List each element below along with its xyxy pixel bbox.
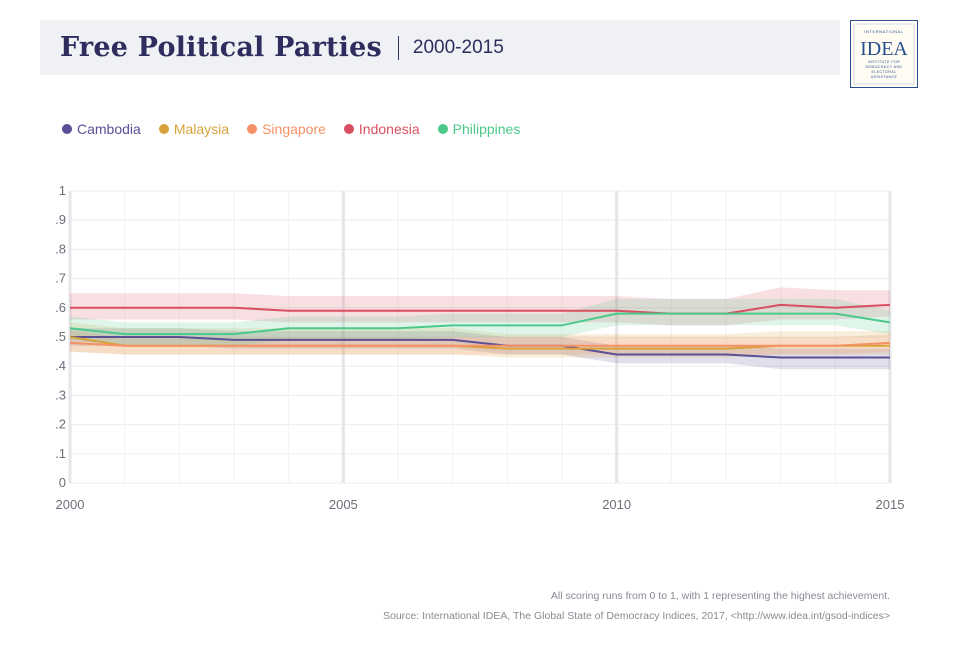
logo-line-4: ASSISTANCE xyxy=(871,75,898,79)
idea-logo: INTERNATIONAL IDEA INSTITUTE FOR DEMOCRA… xyxy=(850,20,918,88)
y-tick-label: .3 xyxy=(55,387,66,402)
confidence-band xyxy=(70,328,890,370)
y-tick-label: .1 xyxy=(55,446,66,461)
y-tick-label: .7 xyxy=(55,271,66,286)
x-tick-label: 2015 xyxy=(876,497,905,512)
title-divider xyxy=(397,35,399,60)
legend-item[interactable]: Philippines xyxy=(437,121,521,137)
confidence-band xyxy=(70,299,890,346)
chart-header: Free Political Parties 2000-2015 xyxy=(40,20,840,75)
legend-label: Indonesia xyxy=(358,121,420,137)
legend-item[interactable]: Cambodia xyxy=(62,121,141,137)
y-tick-label: .8 xyxy=(55,241,66,256)
series-line xyxy=(70,303,891,315)
logo-line-2: DEMOCRACY AND xyxy=(866,65,903,69)
y-tick-label: 1 xyxy=(59,183,66,198)
legend-marker xyxy=(62,124,72,134)
logo-mark: IDEA xyxy=(860,38,908,60)
legend-marker xyxy=(343,124,354,134)
x-tick-label: 2000 xyxy=(56,497,85,512)
legend-marker xyxy=(158,124,169,134)
chart-legend: Cambodia Malaysia Singapore Indonesia Philip… xyxy=(62,121,538,137)
series-line xyxy=(69,312,891,336)
legend-label: Philippines xyxy=(452,121,521,137)
x-tick-label: 2005 xyxy=(329,497,358,512)
logo-line-1: INSTITUTE FOR xyxy=(868,60,900,64)
line-chart: 0 .1 .2 .3 .4 .5 .6 .7 .8 .9 1 2000 2005 2010 2015 xyxy=(55,183,905,512)
y-tick-label: .6 xyxy=(55,300,66,315)
legend-label: Singapore xyxy=(262,121,326,137)
y-tick-label: .2 xyxy=(55,417,66,432)
scoring-note: All scoring runs from 0 to 1, with 1 rep… xyxy=(550,590,890,602)
logo-line-3: ELECTORAL xyxy=(872,70,897,74)
chart-subtitle: 2000-2015 xyxy=(412,36,504,58)
logo-top-text: INTERNATIONAL xyxy=(864,29,904,34)
x-tick-label: 2010 xyxy=(602,497,631,512)
chart-title: Free Political Parties xyxy=(60,32,382,63)
series-line xyxy=(69,341,891,347)
confidence-band xyxy=(70,287,890,326)
series-line xyxy=(70,336,890,359)
legend-item[interactable]: Indonesia xyxy=(343,121,420,137)
idea-logo-graphic: INTERNATIONAL IDEA INSTITUTE FOR DEMOCRA… xyxy=(853,23,915,85)
source-note: Source: International IDEA, The Global S… xyxy=(383,610,890,622)
y-tick-label: .9 xyxy=(55,212,66,227)
legend-label: Malaysia xyxy=(173,121,230,137)
legend-marker xyxy=(247,124,258,134)
y-tick-label: .4 xyxy=(55,358,66,373)
y-tick-label: .5 xyxy=(55,329,66,344)
legend-marker xyxy=(437,124,448,134)
legend-item[interactable]: Singapore xyxy=(247,121,326,137)
legend-item[interactable]: Malaysia xyxy=(158,121,230,137)
legend-label: Cambodia xyxy=(77,121,141,137)
y-tick-label: 0 xyxy=(59,475,66,490)
